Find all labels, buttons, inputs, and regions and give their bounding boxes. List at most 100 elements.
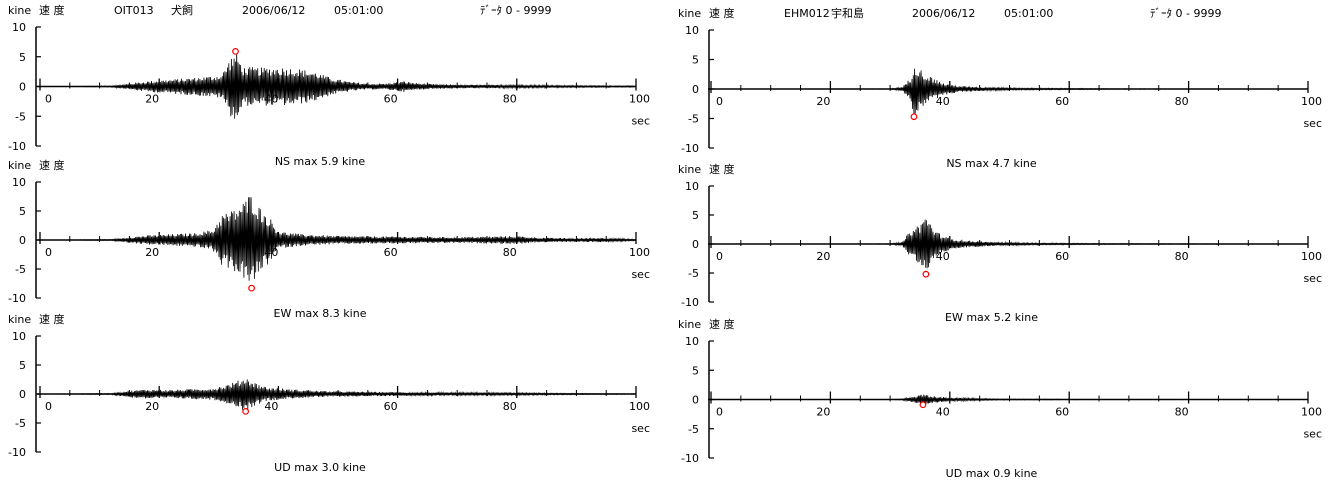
x-tick-label: 60	[384, 93, 398, 106]
panel-ehm012-ns	[708, 29, 1309, 149]
velocity-label: 速 度	[39, 158, 65, 172]
y-tick-label: -10	[8, 292, 26, 305]
x-tick-label: 0	[45, 93, 52, 106]
record-time: 05:01:00	[1004, 7, 1053, 20]
y-tick-label: 10	[685, 24, 699, 37]
y-tick-label: 5	[692, 209, 699, 222]
unit-label: kine	[8, 313, 31, 326]
y-tick-label: 5	[692, 364, 699, 377]
x-tick-label: 0	[45, 246, 52, 259]
x-tick-label: 80	[1175, 95, 1189, 108]
peak-marker	[242, 408, 250, 415]
velocity-label: 速 度	[39, 3, 65, 17]
velocity-label: 速 度	[709, 317, 735, 331]
panel-ehm012-ew	[708, 185, 1309, 303]
y-tick-label: 0	[692, 83, 699, 96]
unit-label: kine	[678, 163, 701, 176]
x-tick-label: 100	[629, 93, 650, 106]
x-tick-label: 100	[629, 400, 650, 413]
y-tick-label: -10	[8, 446, 26, 459]
peak-marker	[910, 113, 918, 121]
panel-oit013-ud	[35, 335, 637, 453]
y-tick-label: 0	[19, 81, 26, 94]
peak-marker	[919, 401, 927, 409]
y-tick-label: 5	[692, 54, 699, 67]
peak-marker	[248, 284, 255, 292]
x-axis-unit: sec	[1303, 428, 1322, 441]
y-tick-label: -5	[15, 110, 26, 123]
station-code: OIT013	[114, 4, 154, 17]
station-name: 宇和島	[831, 6, 864, 20]
max-label: EW max 8.3 kine	[274, 307, 367, 320]
y-tick-label: -5	[688, 423, 699, 436]
max-label: UD max 0.9 kine	[946, 467, 1038, 480]
y-tick-label: -5	[15, 417, 26, 430]
max-label: EW max 5.2 kine	[945, 311, 1038, 324]
unit-label: kine	[678, 7, 701, 20]
x-tick-label: 0	[716, 250, 723, 263]
y-tick-label: -10	[8, 140, 26, 153]
record-date: 2006/06/12	[912, 7, 975, 20]
x-tick-label: 20	[145, 246, 159, 259]
velocity-label: 速 度	[709, 6, 735, 20]
x-tick-label: 80	[1175, 406, 1189, 419]
x-tick-label: 40	[936, 95, 950, 108]
x-axis-unit: sec	[631, 115, 650, 128]
x-tick-label: 40	[936, 406, 950, 419]
record-time: 05:01:00	[334, 4, 383, 17]
x-tick-label: 0	[716, 95, 723, 108]
x-axis-unit: sec	[1303, 117, 1322, 130]
x-tick-label: 40	[936, 250, 950, 263]
y-tick-label: -10	[681, 296, 699, 309]
y-tick-label: -5	[688, 267, 699, 280]
data-range: ﾃﾞｰﾀ 0 - 9999	[480, 4, 551, 17]
waveform-trace	[711, 219, 1309, 269]
x-axis-unit: sec	[631, 422, 650, 435]
unit-label: kine	[8, 4, 31, 17]
max-label: UD max 3.0 kine	[274, 461, 366, 474]
x-tick-label: 80	[503, 246, 517, 259]
y-tick-label: 0	[19, 388, 26, 401]
x-tick-label: 40	[264, 400, 278, 413]
y-tick-label: -10	[681, 452, 699, 465]
waveform-trace	[40, 379, 637, 410]
x-tick-label: 20	[145, 400, 159, 413]
waveform-trace	[711, 394, 1308, 405]
x-axis-unit: sec	[1303, 272, 1322, 285]
panel-ehm012-ud	[708, 340, 1309, 459]
x-tick-label: 100	[1301, 406, 1322, 419]
x-tick-label: 20	[816, 250, 830, 263]
y-tick-label: 5	[19, 205, 26, 218]
y-tick-label: 0	[19, 234, 26, 247]
y-tick-label: 10	[685, 335, 699, 348]
data-range: ﾃﾞｰﾀ 0 - 9999	[1150, 7, 1221, 20]
x-tick-label: 40	[264, 93, 278, 106]
x-tick-label: 20	[816, 406, 830, 419]
panel-oit013-ew	[35, 181, 637, 299]
waveform-trace	[711, 68, 1309, 115]
x-tick-label: 80	[503, 93, 517, 106]
x-tick-label: 60	[1055, 95, 1069, 108]
max-label: NS max 5.9 kine	[275, 155, 366, 168]
y-tick-label: 0	[692, 394, 699, 407]
x-tick-label: 80	[1175, 250, 1189, 263]
velocity-label: 速 度	[39, 312, 65, 326]
y-tick-label: 5	[19, 51, 26, 64]
y-tick-label: 5	[19, 359, 26, 372]
x-tick-label: 20	[816, 95, 830, 108]
y-tick-label: 0	[692, 238, 699, 251]
velocity-label: 速 度	[709, 162, 735, 176]
station-code: EHM012	[784, 7, 830, 20]
x-tick-label: 40	[264, 246, 278, 259]
x-tick-label: 60	[384, 400, 398, 413]
station-name: 犬飼	[171, 3, 193, 17]
peak-marker	[922, 270, 930, 278]
x-axis-unit: sec	[631, 268, 650, 281]
y-tick-label: 10	[12, 21, 26, 34]
waveform-trace	[40, 197, 637, 281]
x-tick-label: 100	[1301, 250, 1322, 263]
x-tick-label: 100	[629, 246, 650, 259]
x-tick-label: 0	[45, 400, 52, 413]
waveform-trace	[40, 51, 637, 119]
